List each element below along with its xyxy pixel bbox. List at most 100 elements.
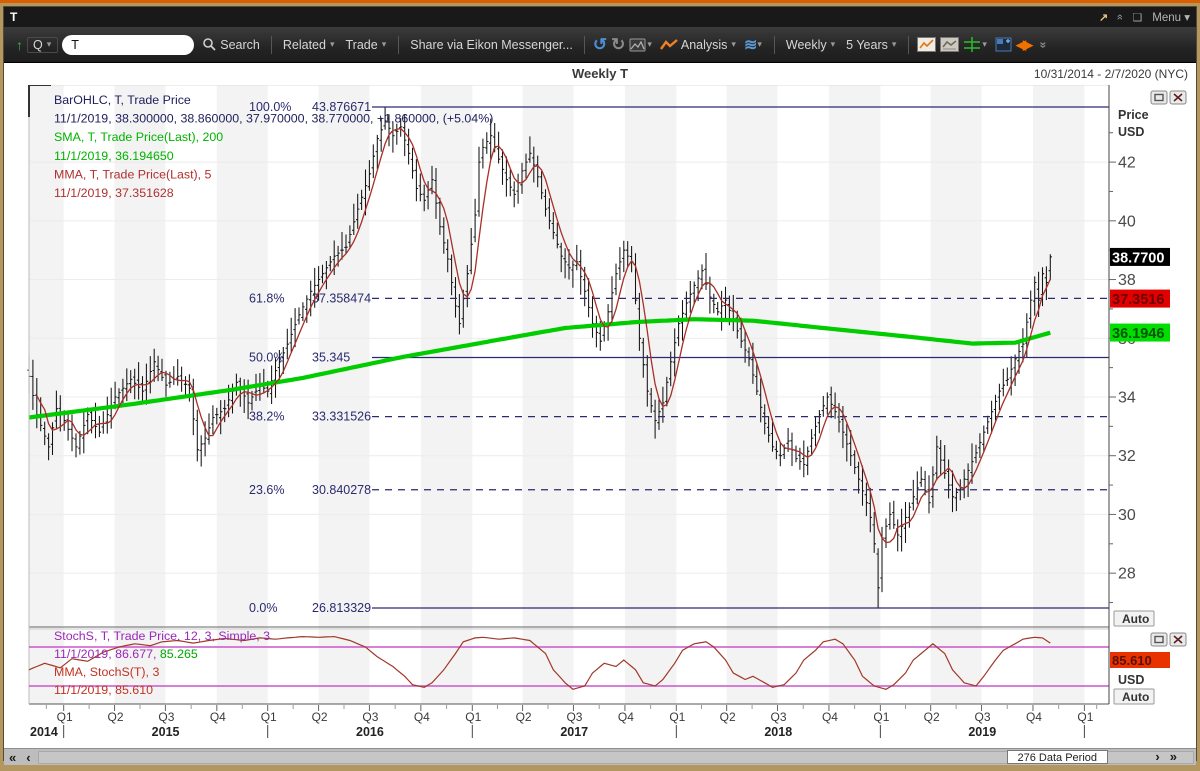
symbol-input[interactable] (62, 34, 195, 55)
redo-button[interactable]: ↻ (611, 34, 626, 54)
quarter-label: Q4 (414, 710, 430, 724)
last-price-badge-text: 38.7700 (1112, 250, 1164, 266)
scroll-far-left-button[interactable]: « (9, 749, 17, 765)
price-axis-label: 38 (1118, 272, 1136, 289)
year-label: 2015 (152, 725, 180, 739)
collapse-up-icon[interactable]: » (1114, 13, 1127, 21)
quarter-label: Q2 (108, 710, 124, 724)
range-selector[interactable]: 5 Years ▾ (846, 37, 897, 52)
stoch-badge-text: 85.610 (1112, 653, 1152, 668)
last-price-badge (1110, 247, 1170, 266)
close-x-icon (1173, 93, 1183, 102)
scroll-left-button[interactable]: ‹ (26, 749, 31, 765)
sma-badge-text: 36.1946 (1112, 326, 1164, 342)
price-axis-label: 28 (1118, 566, 1136, 583)
chart-thumbnail-icon (919, 39, 934, 49)
quarter-stripe (318, 85, 370, 704)
chart-canvas[interactable]: 100.0% 43.876671 61.8% 37.358474 50.0% 35.345… (4, 85, 1198, 748)
quarter-label: Q4 (822, 710, 838, 724)
search-icon (203, 38, 216, 51)
quarter-label: Q1 (873, 710, 889, 724)
window-icon[interactable]: ❏ (1132, 11, 1143, 24)
main-auto-scale-button[interactable] (1113, 610, 1155, 627)
related-menu[interactable]: Related ▾ (282, 37, 335, 52)
sub-auto-scale-button[interactable] (1113, 688, 1155, 705)
add-panel-icon (995, 37, 1012, 52)
sub-legend-line: 11/1/2019, 85.610 (54, 683, 153, 697)
quote-type-selector[interactable]: Q ▾ (27, 36, 59, 53)
up-arrow-icon[interactable]: ↑ (16, 36, 23, 53)
undo-button[interactable]: ↺ (592, 34, 608, 54)
chevron-down-icon: ▾ (757, 39, 762, 49)
quarter-stripe (29, 85, 64, 704)
title-bar: T ↗ » ❏ Menu ▾ (4, 7, 1196, 27)
price-axis-title: Price (1118, 108, 1149, 122)
main-legend-line: SMA, T, Trade Price(Last), 200 (54, 130, 223, 144)
fib-label-value: 33.331526 (312, 410, 371, 424)
quarter-label: Q3 (362, 710, 378, 724)
quarter-label: Q3 (158, 710, 174, 724)
mma-5-line (36, 127, 1051, 544)
quarter-label: Q2 (720, 710, 736, 724)
quarter-label: Q2 (312, 710, 328, 724)
main-legend-line: BarOHLC, T, Trade Price (54, 93, 191, 107)
fib-label-pct: 23.6% (249, 483, 284, 497)
quarter-label: Q2 (516, 710, 532, 724)
window-title: T (10, 10, 18, 24)
add-panel-button[interactable] (995, 37, 1012, 52)
chevron-down-icon: ▾ (731, 39, 736, 49)
scroll-far-right-button[interactable]: » (1169, 749, 1177, 764)
minimize-button[interactable] (1150, 90, 1168, 105)
fib-label-value: 43.876671 (312, 100, 371, 114)
quarter-label: Q1 (1077, 710, 1093, 724)
crosshair-tool[interactable]: ▾ (963, 37, 991, 52)
horizontal-scrollbar[interactable]: « ‹ 276 Data Period › » (4, 748, 1196, 765)
quarter-label: Q1 (669, 710, 685, 724)
chevron-down-icon: ▾ (1184, 12, 1190, 24)
main-auto-scale-button-label: Auto (1122, 612, 1149, 626)
trade-menu[interactable]: Trade ▾ (345, 37, 387, 52)
search-button[interactable]: Search (202, 37, 263, 52)
sub-axis-currency: USD (1118, 673, 1144, 687)
scrollbar-track[interactable] (37, 750, 1194, 764)
chart-layout-button[interactable] (940, 37, 960, 52)
interval-selector[interactable]: Weekly ▾ (785, 37, 836, 52)
snapshot-button[interactable]: ▾ (629, 38, 656, 52)
share-eikon-messenger-button[interactable]: Share via Eikon Messenger... (410, 37, 573, 52)
orange-arrows-button[interactable]: ◀▶ (1015, 36, 1033, 52)
analysis-menu[interactable]: Analysis ▾ (659, 38, 740, 52)
stochastic-line (28, 635, 1051, 690)
chart-panel: Weekly T 10/31/2014 - 2/7/2020 (NYC) 100… (4, 63, 1196, 765)
minimize-box-icon (1154, 635, 1164, 644)
mma-badge-text: 37.3516 (1112, 292, 1164, 308)
sma-badge (1110, 323, 1170, 342)
main-legend-line: MMA, T, Trade Price(Last), 5 (54, 167, 212, 181)
fib-label-pct: 50.0% (249, 351, 284, 365)
year-label: 2014 (30, 725, 58, 739)
q-label: Q (33, 37, 43, 52)
fib-label-pct: 0.0% (249, 601, 278, 615)
minimize-button[interactable] (1150, 632, 1168, 647)
scroll-right-button[interactable]: › (1155, 749, 1160, 764)
main-legend-line: 11/1/2019, 37.351628 (54, 186, 174, 200)
fib-label-pct: 100.0% (249, 100, 291, 114)
corner-bracket (28, 85, 51, 117)
chevron-down-icon: ▾ (830, 39, 836, 49)
quarter-stripe (1032, 85, 1085, 704)
more-tools-chevron[interactable]: » (1036, 41, 1051, 48)
volume-overlay-menu[interactable]: ≋ ▾ (744, 35, 766, 55)
quarter-label: Q2 (924, 710, 940, 724)
chart-style-button[interactable] (917, 37, 937, 52)
year-label: 2019 (968, 725, 996, 739)
chevron-down-icon: ▾ (381, 39, 387, 49)
quarter-stripe (420, 85, 473, 704)
popout-icon[interactable]: ↗ (1099, 11, 1109, 24)
analysis-zigzag-icon (659, 38, 678, 50)
sub-legend-line: MMA, StochS(T), 3 (54, 665, 159, 679)
year-label: 2017 (560, 725, 588, 739)
menu-button[interactable]: Menu ▾ (1152, 12, 1190, 24)
quarter-label: Q3 (771, 710, 787, 724)
crosshair-icon (964, 37, 981, 52)
chevron-down-icon: ▾ (329, 39, 335, 49)
